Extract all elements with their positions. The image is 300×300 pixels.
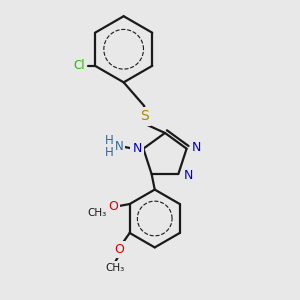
Text: N: N bbox=[184, 169, 194, 182]
Text: H: H bbox=[105, 146, 114, 159]
Text: N: N bbox=[192, 141, 202, 154]
Text: O: O bbox=[114, 243, 124, 256]
Text: N: N bbox=[133, 142, 142, 155]
Text: CH₃: CH₃ bbox=[106, 263, 125, 273]
Text: H: H bbox=[105, 134, 114, 147]
Text: CH₃: CH₃ bbox=[87, 208, 106, 218]
Text: Cl: Cl bbox=[74, 59, 85, 72]
Text: S: S bbox=[140, 110, 149, 123]
Text: N: N bbox=[115, 140, 124, 153]
Text: O: O bbox=[108, 200, 118, 213]
